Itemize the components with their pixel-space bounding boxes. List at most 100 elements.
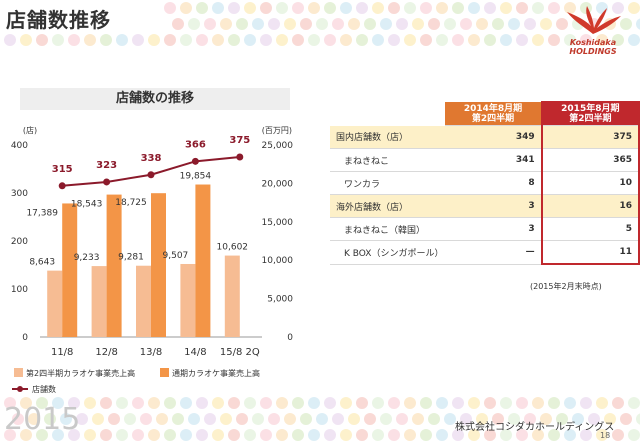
decor-dot: [68, 34, 80, 46]
decor-dot: [316, 413, 328, 425]
store-count-point: [103, 178, 111, 186]
decor-dot: [260, 429, 272, 441]
decor-dot: [84, 34, 96, 46]
decor-dot: [148, 429, 160, 441]
value-2015: 365: [540, 148, 640, 172]
decor-dot: [452, 2, 464, 14]
right-axis-tick-label: 10,000: [262, 256, 294, 266]
decor-dot: [484, 2, 496, 14]
decor-dot: [372, 2, 384, 14]
decor-dot: [260, 2, 272, 14]
decor-dot: [364, 18, 376, 30]
right-axis-tick-label: 5,000: [267, 295, 293, 305]
store-count-point: [147, 171, 155, 179]
store-count-point: [191, 157, 199, 165]
decor-dot: [484, 429, 496, 441]
decor-dot: [28, 413, 40, 425]
decor-dot: [348, 413, 360, 425]
decor-dot: [564, 397, 576, 409]
decor-dot: [580, 397, 592, 409]
decor-dot: [212, 2, 224, 14]
left-axis-tick-label: 0: [22, 333, 28, 343]
row-label: 国内店舗数（店）: [330, 125, 446, 149]
decor-dot: [36, 397, 48, 409]
decor-dot: [52, 34, 64, 46]
decor-dot: [436, 2, 448, 14]
value-2014: 3: [445, 194, 542, 218]
decor-dot: [396, 413, 408, 425]
decor-dot: [372, 429, 384, 441]
decor-dot: [84, 429, 96, 441]
decor-dot: [596, 34, 608, 46]
decor-dot: [516, 2, 528, 14]
decor-dot: [404, 397, 416, 409]
decor-dot: [252, 18, 264, 30]
right-axis-tick-label: 20,000: [262, 179, 294, 189]
table-row: ワンカラ 8 10: [330, 171, 640, 195]
decor-dot: [580, 34, 592, 46]
decor-dot: [172, 413, 184, 425]
legend-label-full-year: 通期カラオケ事業売上高: [172, 368, 260, 378]
decor-dot: [332, 18, 344, 30]
left-axis-tick-label: 400: [11, 141, 28, 151]
decor-dot: [100, 397, 112, 409]
decor-dot: [140, 413, 152, 425]
decor-dot: [244, 34, 256, 46]
decor-dot: [228, 429, 240, 441]
decor-dot: [404, 34, 416, 46]
header-2015-line1: 2015年8月期: [561, 104, 620, 114]
decor-dot: [388, 2, 400, 14]
decor-dot: [516, 34, 528, 46]
decor-dot: [276, 2, 288, 14]
row-label: K BOX（シンガポール）: [330, 240, 446, 265]
decor-dot: [268, 18, 280, 30]
decor-dot: [612, 397, 624, 409]
decor-dot: [356, 34, 368, 46]
decor-dot: [268, 413, 280, 425]
bar-half-year-sales: [180, 263, 196, 337]
full-year-data-label: 18,543: [71, 200, 103, 210]
decor-dot: [500, 429, 512, 441]
bar-half-year-sales: [224, 255, 240, 337]
decor-dot: [164, 34, 176, 46]
decor-dot: [564, 34, 576, 46]
decor-dot: [228, 397, 240, 409]
decor-dot: [244, 2, 256, 14]
decor-dot: [508, 18, 520, 30]
decor-dot: [84, 397, 96, 409]
decor-dot: [196, 397, 208, 409]
decor-dot: [292, 429, 304, 441]
x-axis-tick-label: 13/8: [140, 347, 162, 358]
top-dot-pattern: [4, 2, 640, 46]
decor-dot: [420, 34, 432, 46]
row-label: ワンカラ: [330, 171, 446, 195]
x-axis-tick-label: 12/8: [95, 347, 117, 358]
decor-dot: [476, 18, 488, 30]
decor-dot: [468, 34, 480, 46]
decor-dot: [308, 2, 320, 14]
decor-dot: [484, 397, 496, 409]
decor-dot: [260, 397, 272, 409]
decor-dot: [484, 34, 496, 46]
decor-dot: [204, 18, 216, 30]
value-2014: 341: [445, 148, 542, 172]
decor-dot: [452, 34, 464, 46]
decor-dot: [196, 2, 208, 14]
bar-full-year-sales: [106, 194, 122, 337]
table-row: 国内店舗数（店） 349 375: [330, 125, 640, 149]
decor-dot: [348, 18, 360, 30]
right-axis-tick-label: 15,000: [262, 218, 294, 228]
logo-text-line1: Koshidaka: [569, 38, 617, 47]
decor-dot: [468, 429, 480, 441]
decor-dot: [324, 34, 336, 46]
table-header-2014: 2014年8月期 第2四半期: [445, 102, 542, 126]
left-axis-tick-label: 200: [11, 237, 28, 247]
decor-dot: [444, 18, 456, 30]
decor-dot: [516, 429, 528, 441]
decor-dot: [276, 34, 288, 46]
store-count-data-label: 375: [229, 135, 250, 146]
decor-dot: [220, 413, 232, 425]
decor-dot: [500, 34, 512, 46]
row-label: まねきねこ（韓国）: [330, 217, 446, 241]
decor-dot: [52, 429, 64, 441]
